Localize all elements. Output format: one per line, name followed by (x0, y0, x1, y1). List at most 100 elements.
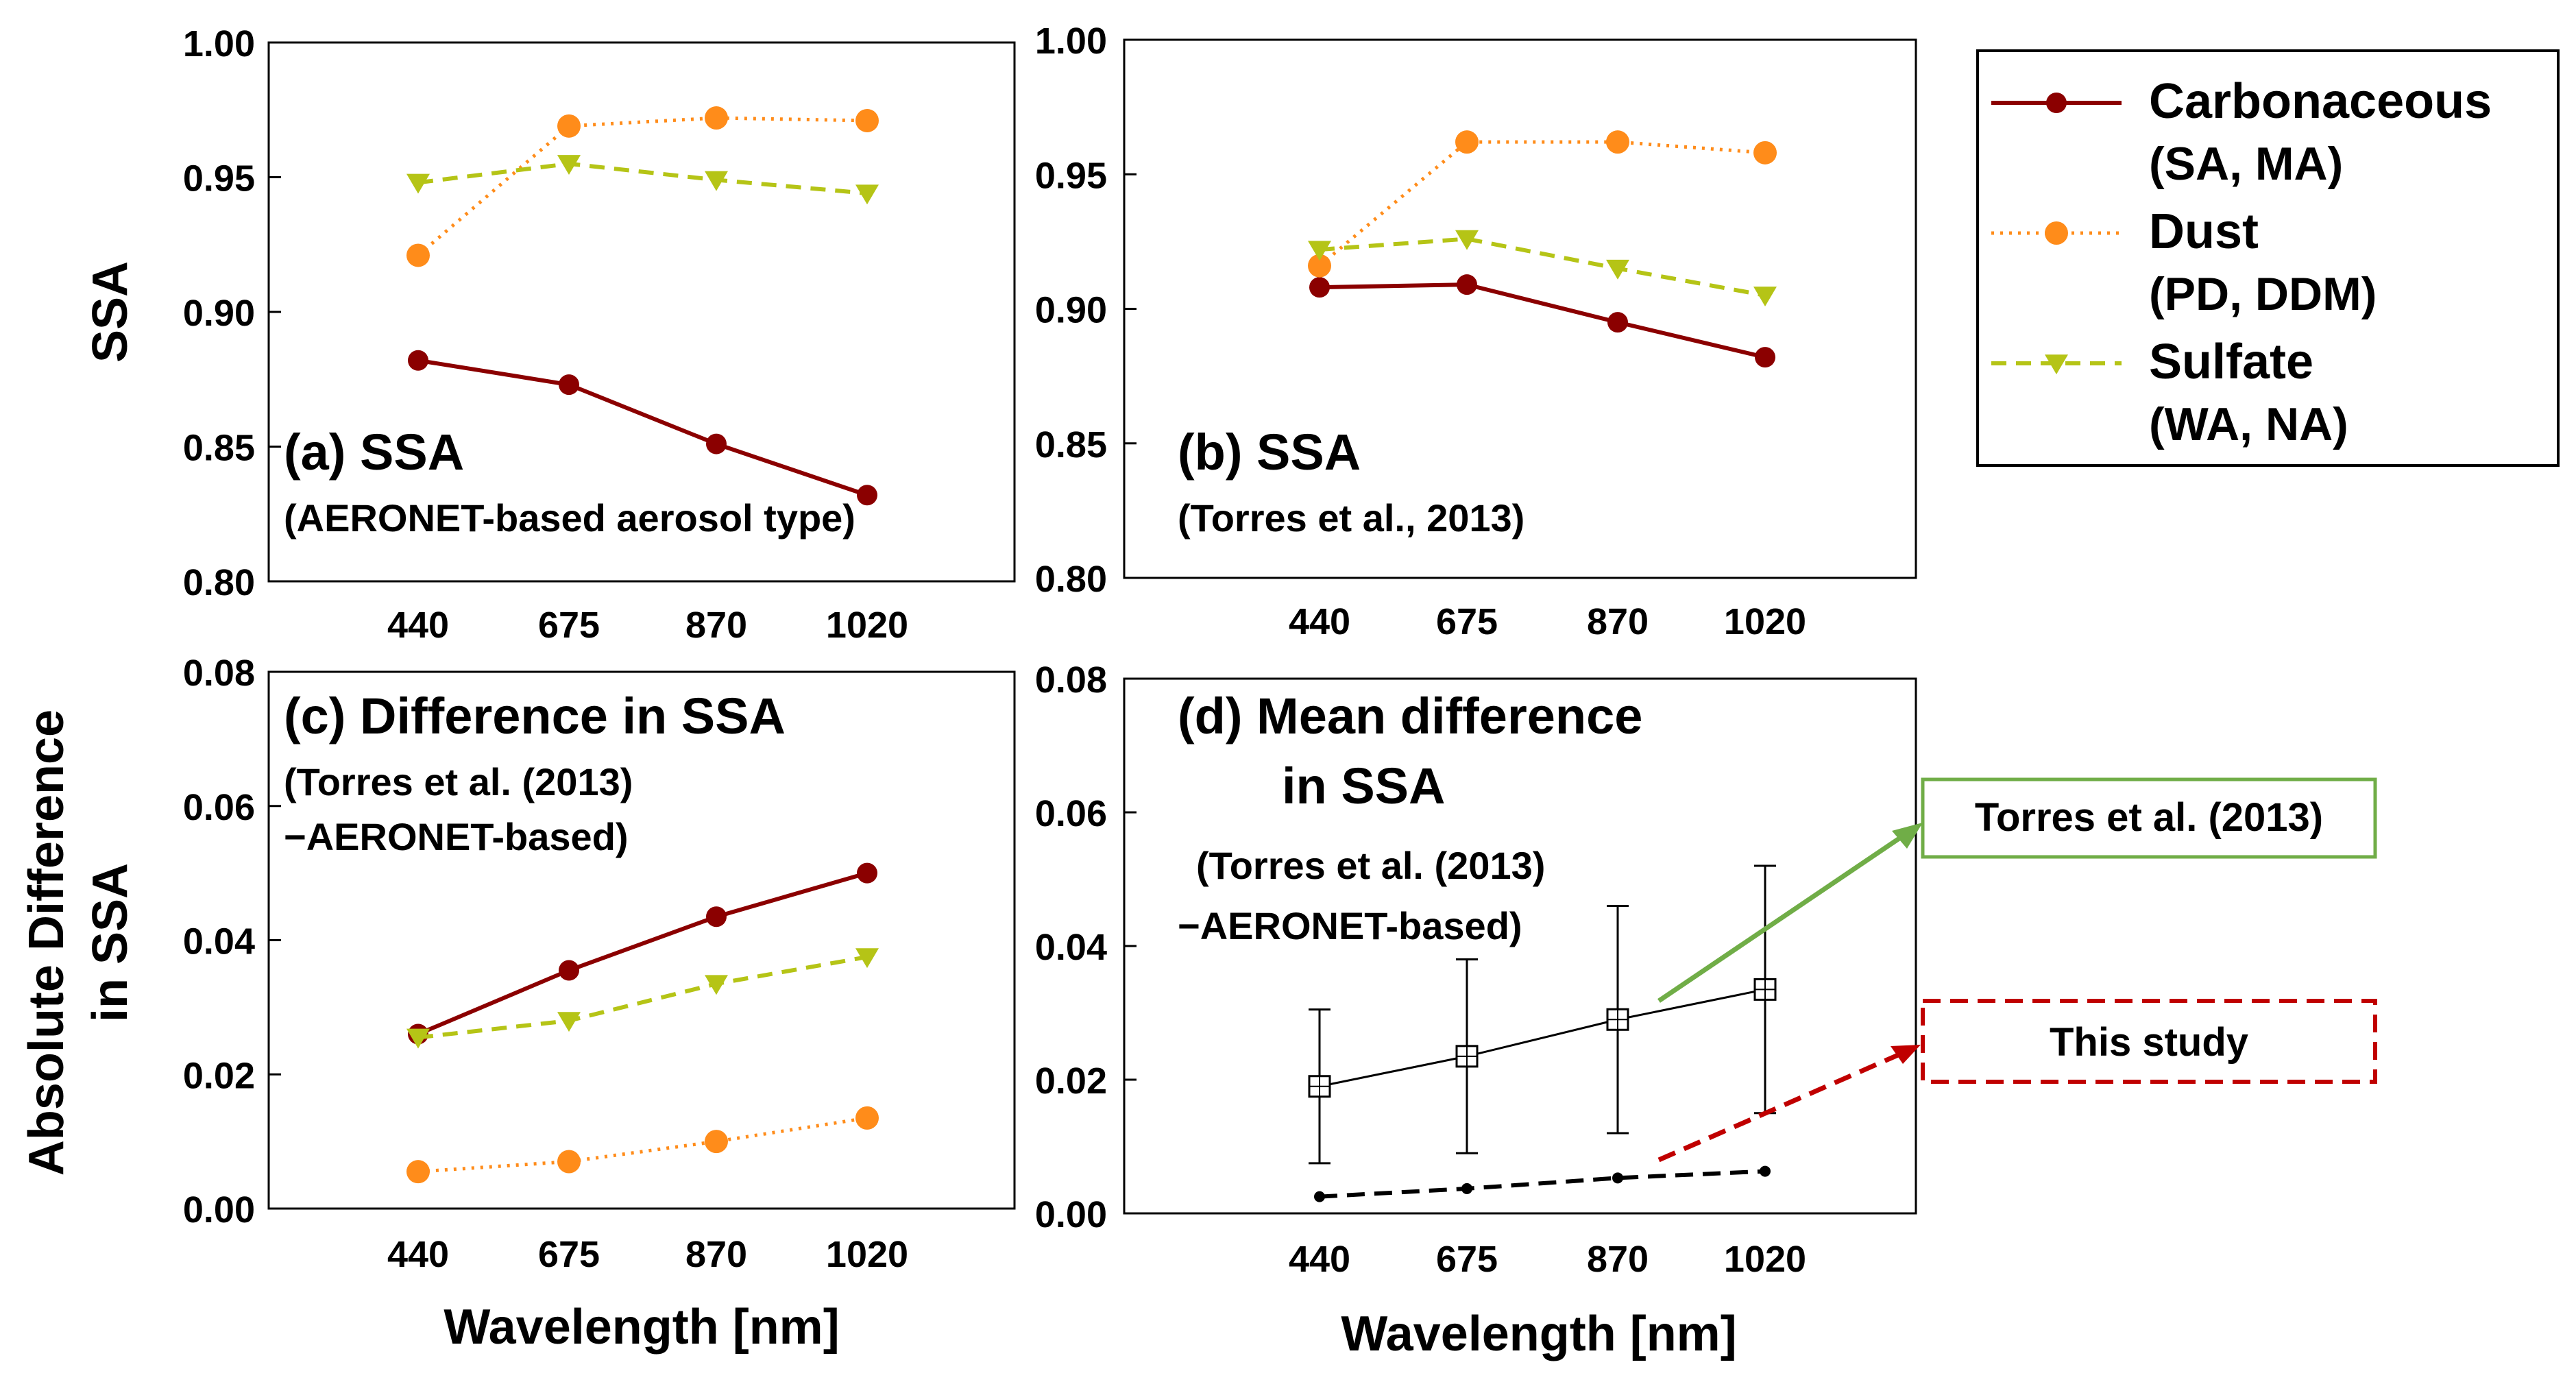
x-axis-label-c: Wavelength [nm] (443, 1300, 839, 1355)
data-point-carbonaceous (559, 960, 579, 981)
y-tick-label: 0.80 (183, 562, 255, 603)
data-point-dust (1753, 141, 1777, 165)
y-tick-label: 0.95 (1035, 155, 1107, 196)
y-tick-label: 0.85 (1035, 424, 1107, 465)
data-point-carbonaceous (1607, 312, 1628, 333)
series-line-dust (1318, 140, 1766, 267)
y-tick-label: 0.00 (183, 1189, 255, 1231)
panel-subtitle: (Torres et al., 2013) (1178, 496, 1524, 540)
series-line-carbonaceous (417, 871, 868, 1036)
x-axis-label-d: Wavelength [nm] (1341, 1307, 1736, 1361)
torres-callout-box (1921, 777, 2377, 859)
panel-b: 0.80 0.85 0.90 0.95 1.00 440 675 870 1020 (b) SSA… (1035, 21, 1917, 642)
panel-subtitle: (Torres et al. (2013) (284, 760, 633, 803)
series-line-carbonaceous (417, 358, 868, 498)
x-tick-label: 1020 (826, 1234, 908, 1275)
legend-sublabel: (WA, NA) (2149, 398, 2348, 450)
data-point-sulfate (406, 1028, 430, 1049)
x-tick-label: 440 (387, 605, 449, 646)
data-point-dust (406, 1160, 430, 1184)
callouts: Torres et al. (2013) This study (1657, 777, 2377, 1163)
data-point-dust (557, 114, 581, 138)
panel-c: 0.00 0.02 0.04 0.06 0.08 440 675 870 1020 (c) Dif… (183, 653, 1016, 1275)
torres-callout-label: Torres et al. (2013) (1975, 795, 2323, 840)
data-point-sulfate (1753, 287, 1777, 307)
x-tick-label: 870 (685, 1234, 747, 1275)
x-tick-label: 675 (538, 1234, 600, 1275)
legend-entry-sulfate: Sulfate (WA, NA) (1991, 335, 2348, 450)
y-tick-label: 1.00 (183, 23, 255, 64)
x-tick-label: 870 (1587, 601, 1649, 642)
data-point-this_study (1461, 1183, 1472, 1194)
x-tick-label: 440 (1289, 1239, 1350, 1280)
data-point-sulfate (705, 975, 728, 995)
panel-title: (a) SSA (284, 424, 464, 481)
legend-sublabel: (SA, MA) (2149, 138, 2343, 190)
y-axis-label-diff-line1: Absolute Difference (19, 710, 74, 1176)
data-point-dust (557, 1150, 581, 1174)
data-point-carbonaceous (857, 485, 877, 506)
legend-label: Carbonaceous (2149, 74, 2492, 129)
legend-entry-dust: Dust (PD, DDM) (1991, 204, 2377, 320)
data-point-dust (1455, 130, 1479, 154)
series-line-torres (1319, 988, 1766, 1088)
data-point-carbonaceous (559, 374, 579, 396)
legend-sublabel: (PD, DDM) (2149, 268, 2377, 320)
panel-title: (c) Difference in SSA (284, 688, 786, 744)
series-line-sulfate (417, 161, 868, 196)
y-axis-label-ssa: SSA (83, 261, 138, 363)
this-study-arrow-head (1891, 1045, 1921, 1064)
x-tick-label: 675 (1436, 1239, 1498, 1280)
x-tick-label: 1020 (826, 605, 908, 646)
panel-d: 0.00 0.02 0.04 0.06 0.08 440 675 870 1020 (d) Mea… (1035, 659, 1917, 1280)
x-tick-label: 1020 (1724, 1239, 1806, 1280)
panel-title-line2: in SSA (1282, 757, 1445, 814)
series-line-this_study (1319, 1169, 1766, 1199)
y-tick-label: 0.95 (183, 158, 255, 199)
data-point-dust (705, 106, 728, 130)
x-tick-label: 870 (1587, 1239, 1649, 1280)
data-point-dust (705, 1130, 728, 1154)
data-point-carbonaceous (1309, 277, 1330, 298)
series-line-carbonaceous (1319, 282, 1766, 360)
data-point-carbonaceous (408, 350, 428, 371)
data-point-carbonaceous (1755, 347, 1775, 368)
series-line-dust (417, 1116, 868, 1174)
data-point-sulfate (557, 155, 581, 175)
data-point-carbonaceous (857, 862, 877, 884)
legend-swatch-marker (2046, 93, 2067, 113)
torres-callout-arrow (1657, 827, 1914, 1003)
y-tick-label: 1.00 (1035, 21, 1107, 62)
x-tick-label: 1020 (1724, 601, 1806, 642)
y-tick-label: 0.90 (183, 293, 255, 334)
torres-arrow-head (1892, 823, 1923, 849)
y-tick-label: 0.00 (1035, 1194, 1107, 1235)
data-point-dust (1606, 130, 1629, 154)
y-tick-label: 0.04 (1035, 927, 1107, 968)
plot-frame (267, 670, 1016, 1210)
x-tick-label: 675 (1436, 601, 1498, 642)
this-study-callout-box (1921, 999, 2377, 1084)
this-study-callout-arrow (1657, 1047, 1910, 1163)
y-tick-label: 0.06 (1035, 793, 1107, 834)
data-point-dust (1308, 254, 1331, 278)
data-point-dust (406, 243, 430, 267)
legend-label: Dust (2149, 204, 2259, 259)
this-study-callout-label: This study (2050, 1020, 2248, 1065)
panel-subtitle: (AERONET-based aerosol type) (284, 496, 855, 540)
data-point-sulfate (1455, 230, 1479, 250)
y-tick-label: 0.08 (1035, 659, 1107, 701)
y-tick-label: 0.90 (1035, 290, 1107, 331)
y-tick-label: 0.08 (183, 653, 255, 694)
data-point-torres (1606, 1008, 1629, 1031)
x-tick-label: 870 (685, 605, 747, 646)
data-point-this_study (1612, 1172, 1623, 1184)
data-point-this_study (1314, 1191, 1325, 1202)
legend-entry-carbonaceous: Carbonaceous (SA, MA) (1991, 74, 2492, 190)
data-point-torres (1753, 978, 1777, 1001)
y-tick-label: 0.06 (183, 787, 255, 828)
legend-frame (1976, 49, 2560, 467)
x-tick-label: 440 (1289, 601, 1350, 642)
series-line-dust (417, 116, 868, 257)
